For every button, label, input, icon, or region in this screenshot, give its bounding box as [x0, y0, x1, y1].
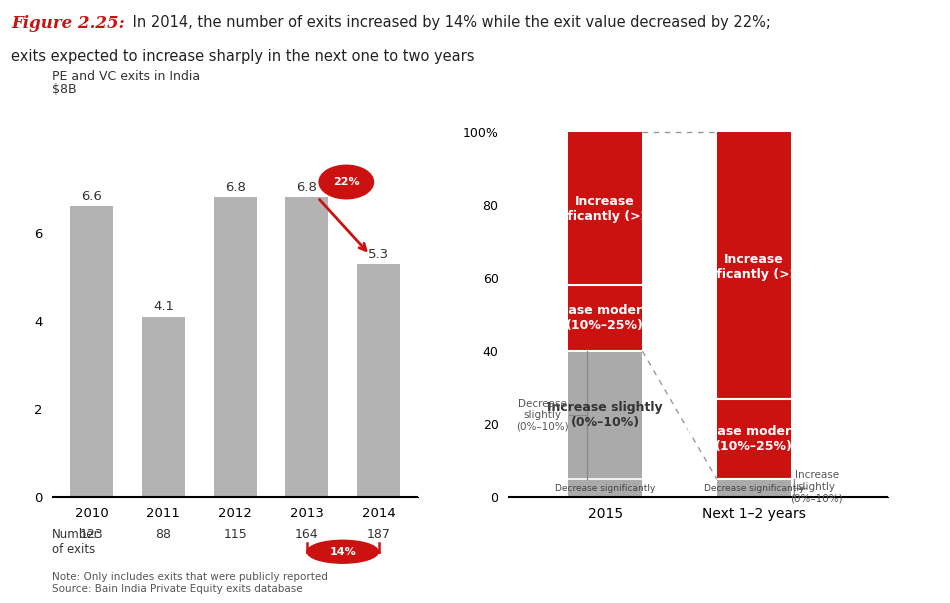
Text: Decrease
slightly
(0%–10%): Decrease slightly (0%–10%): [516, 399, 569, 432]
Text: Source: Bain India Private Equity exits database: Source: Bain India Private Equity exits …: [52, 584, 303, 594]
Text: 6.6: 6.6: [82, 190, 103, 203]
Text: Increase
significantly (>25%): Increase significantly (>25%): [683, 253, 826, 281]
Text: Decrease significantly: Decrease significantly: [555, 484, 656, 493]
Bar: [357, 264, 400, 497]
Text: 6.8: 6.8: [296, 182, 317, 194]
Text: 115: 115: [223, 528, 247, 541]
Bar: [70, 206, 113, 497]
Text: Increase moderately
(10%–25%): Increase moderately (10%–25%): [682, 425, 826, 453]
Bar: [717, 479, 791, 497]
Text: 187: 187: [367, 528, 390, 541]
Text: Increase moderately
(10%–25%): Increase moderately (10%–25%): [533, 305, 677, 332]
Text: Decrease significantly: Decrease significantly: [704, 484, 805, 493]
Text: 4.1: 4.1: [153, 300, 174, 314]
Text: Note: Only includes exits that were publicly reported: Note: Only includes exits that were publ…: [52, 572, 328, 582]
Text: Figure 2.25:: Figure 2.25:: [11, 15, 125, 32]
Text: $8B: $8B: [52, 83, 77, 96]
Bar: [142, 317, 185, 497]
Bar: [214, 197, 256, 497]
Bar: [568, 285, 642, 351]
Text: How do you expect the number of: How do you expect the number of: [580, 57, 834, 70]
Circle shape: [319, 165, 373, 199]
Text: 123: 123: [80, 528, 104, 541]
Bar: [568, 351, 642, 479]
Text: Number
of exits: Number of exits: [52, 528, 100, 555]
Text: Increase
slightly
(0%–10%): Increase slightly (0%–10%): [790, 470, 843, 503]
Bar: [568, 479, 642, 497]
Text: In 2014, the number of exits increased by 14% while the exit value decreased by : In 2014, the number of exits increased b…: [128, 15, 771, 30]
Bar: [717, 132, 791, 399]
Text: 22%: 22%: [332, 177, 360, 187]
Text: 14%: 14%: [330, 547, 356, 557]
Text: Increase
significantly (>25%): Increase significantly (>25%): [534, 195, 676, 223]
Text: annual exits to change compared with 2014?: annual exits to change compared with 201…: [539, 75, 875, 88]
Bar: [285, 197, 329, 497]
Text: 5.3: 5.3: [368, 248, 390, 260]
Text: Increase slightly
(0%–10%): Increase slightly (0%–10%): [547, 401, 663, 429]
Bar: [568, 132, 642, 285]
Text: exits expected to increase sharply in the next one to two years: exits expected to increase sharply in th…: [11, 49, 475, 65]
Text: PE and VC exits in India: PE and VC exits in India: [52, 70, 200, 83]
Text: 88: 88: [156, 528, 171, 541]
Text: 164: 164: [295, 528, 318, 541]
Bar: [717, 399, 791, 479]
Text: 6.8: 6.8: [225, 182, 245, 194]
